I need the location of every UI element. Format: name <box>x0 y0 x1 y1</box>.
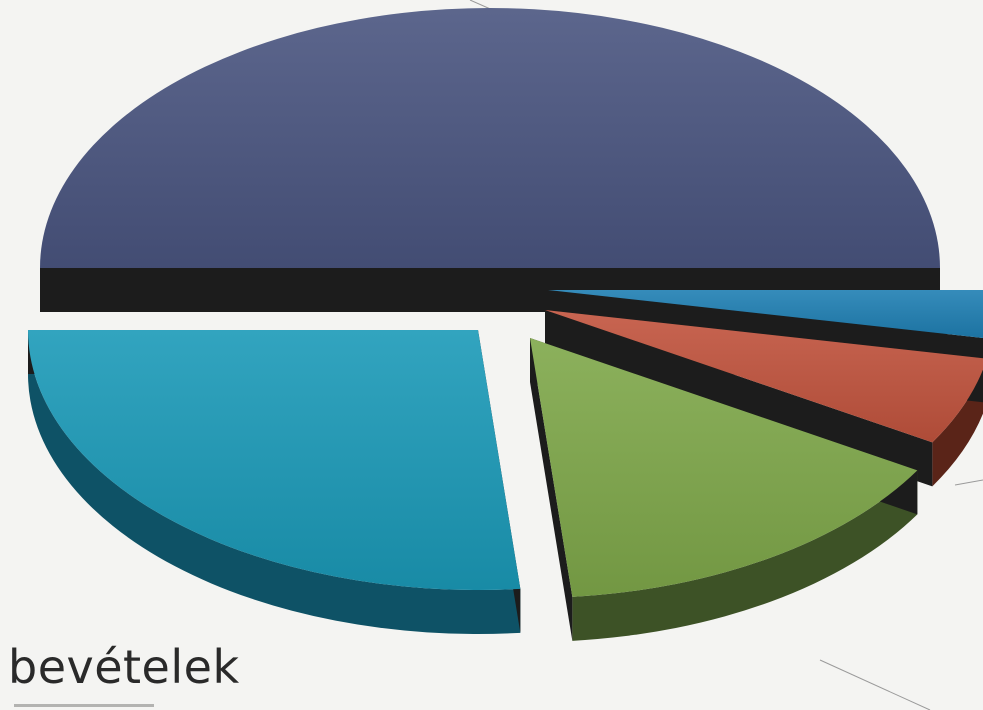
pie-slice-wall-3-1 <box>530 338 573 641</box>
pie-slice-shade-3 <box>530 338 918 597</box>
pie-slice-shade-2 <box>545 310 983 443</box>
pie-slice-side-4 <box>28 330 521 634</box>
pie-slice-shade-0 <box>40 8 940 268</box>
leader-line-bottom <box>819 659 931 710</box>
pie-slice-wall-2-1 <box>545 310 933 487</box>
pie-slice-wall-0-0 <box>40 268 490 312</box>
chart-caption: bevételek <box>8 640 240 694</box>
leader-line-right <box>954 479 983 486</box>
pie-slice-shade-1 <box>548 290 983 338</box>
pie-slice-side-3 <box>572 470 918 641</box>
pie-slice-shade-4 <box>28 330 521 591</box>
caption-cutoff-line <box>14 700 154 710</box>
